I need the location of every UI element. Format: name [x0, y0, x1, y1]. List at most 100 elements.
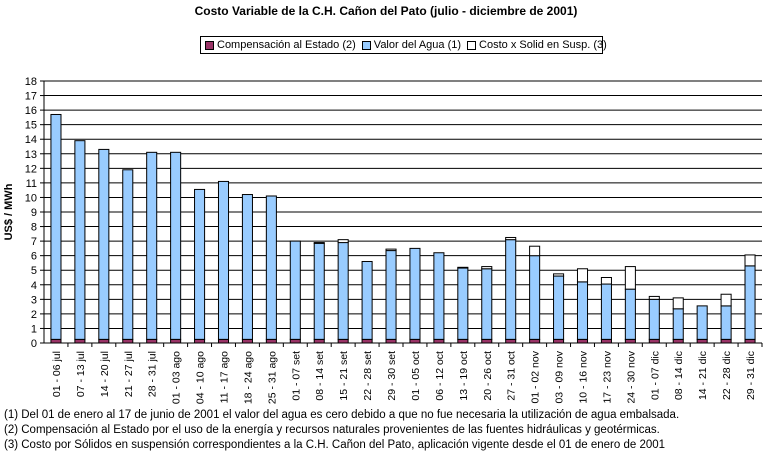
bar-segment-series-2 [720, 293, 732, 307]
bar-segment-series-0 [720, 338, 732, 344]
x-tick-label: 06 - 12 oct [434, 351, 446, 401]
x-tick-label: 20 - 26 oct [482, 351, 494, 401]
bar-segment-series-2 [313, 242, 325, 244]
y-tick-label: 17 [25, 91, 37, 103]
bar-segment-series-1 [696, 305, 708, 340]
bar-segment-series-0 [624, 338, 636, 344]
bar-segment-series-1 [146, 151, 158, 340]
x-tick-label: 18 - 24 ago [242, 351, 254, 404]
bar-segment-series-0 [265, 338, 277, 344]
x-tick-label: 13 - 19 oct [458, 351, 470, 401]
y-tick-label: 0 [31, 338, 37, 350]
x-tick-label: 01 - 06 jul [51, 351, 63, 397]
bar-segment-series-1 [553, 275, 565, 340]
bar-segment-series-1 [265, 195, 277, 340]
bar-segment-series-2 [457, 266, 469, 269]
y-tick-label: 16 [25, 105, 37, 117]
x-tick-label: 08 - 14 dic [673, 351, 685, 400]
bar-segment-series-0 [672, 338, 684, 344]
y-tick-label: 12 [25, 163, 37, 175]
bar-segment-series-0 [744, 338, 756, 344]
legend-label-compensacion: Compensación al Estado (2) [217, 39, 356, 51]
y-axis-label: US$ / MWh [3, 183, 15, 240]
y-tick-label: 7 [31, 236, 37, 248]
bar-segment-series-1 [98, 148, 110, 340]
x-tick-label: 01 - 07 set [290, 351, 302, 401]
bar-segment-series-0 [481, 338, 493, 344]
bar-segment-series-0 [170, 338, 182, 344]
bar-segment-series-0 [600, 338, 612, 344]
bar-segment-series-0 [122, 338, 134, 344]
bar-segment-series-1 [241, 194, 253, 340]
bar-segment-series-1 [624, 288, 636, 340]
footnotes: (1) Del 01 de enero al 17 de junio de 20… [4, 408, 679, 453]
bar-segment-series-2 [744, 254, 756, 267]
x-tick-label: 25 - 31 ago [266, 351, 278, 404]
y-tick-label: 3 [31, 294, 37, 306]
x-tick-label: 24 - 30 nov [625, 350, 637, 403]
bar-segment-series-1 [337, 242, 349, 340]
bar-segment-series-2 [385, 248, 397, 252]
bar-segment-series-0 [385, 338, 397, 344]
bar-segment-series-0 [194, 338, 206, 344]
bar-segment-series-2 [481, 266, 493, 270]
bar-segment-series-1 [433, 252, 445, 340]
bar-segment-series-0 [74, 338, 86, 344]
bar-segment-series-0 [505, 338, 517, 344]
bar-segment-series-0 [337, 338, 349, 344]
y-tick-label: 2 [31, 309, 37, 321]
footnote-3: (3) Costo por Sólidos en suspensión corr… [4, 439, 666, 451]
x-tick-label: 01 - 02 nov [530, 350, 542, 403]
x-tick-label: 07 - 13 jul [75, 351, 87, 397]
bar-segment-series-1 [313, 242, 325, 340]
bar-segment-series-0 [313, 338, 325, 344]
y-tick-label: 14 [25, 134, 37, 146]
x-tick-label: 29 - 30 set [386, 351, 398, 401]
y-tick-label: 9 [31, 207, 37, 219]
legend-label-valor-agua: Valor del Agua (1) [373, 39, 462, 51]
legend-item-compensacion: Compensación al Estado (2) [205, 39, 356, 51]
bar-segment-series-2 [576, 268, 589, 283]
y-tick-label: 6 [31, 251, 37, 263]
bar-segment-series-1 [744, 265, 756, 340]
bar-segment-series-0 [289, 338, 301, 344]
bar-segment-series-0 [433, 338, 445, 344]
bar-segment-series-0 [648, 338, 660, 344]
bar-segment-series-1 [409, 247, 421, 340]
legend: Compensación al Estado (2) Valor del Agu… [200, 36, 607, 54]
bar-segment-series-2 [529, 245, 541, 257]
bar-segment-series-1 [505, 239, 517, 340]
bar-segment-series-1 [361, 260, 373, 340]
bar-segment-series-2 [624, 266, 636, 290]
x-tick-label: 29 - 31 dic [745, 351, 757, 400]
legend-item-solidos: Costo x Solid en Susp. (3) [467, 39, 607, 51]
legend-item-valor-agua: Valor del Agua (1) [361, 39, 462, 51]
bar-segment-series-1 [122, 169, 134, 340]
x-tick-label: 14 - 20 jul [99, 351, 111, 397]
bar-segment-series-1 [457, 267, 469, 340]
chart-title: Costo Variable de la C.H. Cañon del Pato… [194, 4, 578, 18]
bar-segment-series-0 [529, 338, 541, 344]
bar-segment-series-2 [505, 236, 517, 241]
y-tick-label: 1 [31, 323, 37, 335]
bar-segment-series-0 [361, 338, 373, 344]
bar-segment-series-0 [409, 338, 421, 344]
bar-segment-series-0 [241, 338, 253, 344]
bar-segment-series-1 [529, 255, 541, 340]
bar-segment-series-1 [672, 308, 684, 340]
bar-segment-series-2 [648, 295, 660, 300]
footnote-1: (1) Del 01 de enero al 17 de junio de 20… [4, 409, 680, 421]
y-tick-label: 11 [26, 178, 37, 190]
bar-segment-series-1 [600, 283, 612, 340]
bar-segment-series-1 [289, 240, 301, 340]
x-tick-label: 01 - 03 ago [171, 351, 183, 404]
bar-segment-series-0 [553, 338, 565, 344]
x-tick-label: 08 - 14 set [314, 351, 326, 401]
y-tick-label: 15 [25, 120, 37, 132]
legend-swatch-solidos [467, 40, 477, 50]
bar-segment-series-1 [50, 113, 62, 340]
y-tick-label: 10 [25, 192, 37, 204]
x-tick-label: 15 - 21 set [338, 351, 350, 401]
x-tick-label: 28 - 31 jul [147, 351, 159, 397]
